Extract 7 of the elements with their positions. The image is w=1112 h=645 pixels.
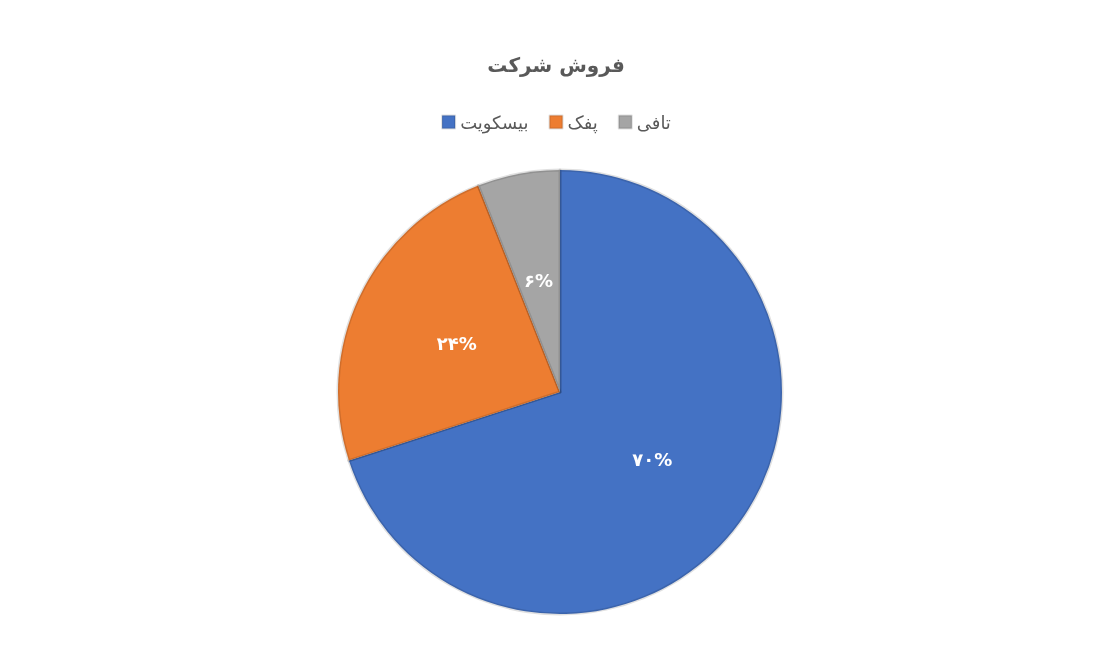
chart-title: فروش شرکت bbox=[487, 53, 625, 77]
legend-label: تافی bbox=[636, 111, 671, 133]
legend-label: بیسکویت bbox=[460, 111, 529, 134]
data-label: ۷۰% bbox=[632, 448, 673, 470]
legend-label: پفک bbox=[567, 111, 598, 134]
data-label: ۶% bbox=[524, 269, 554, 291]
data-label: ۲۴% bbox=[436, 332, 477, 354]
